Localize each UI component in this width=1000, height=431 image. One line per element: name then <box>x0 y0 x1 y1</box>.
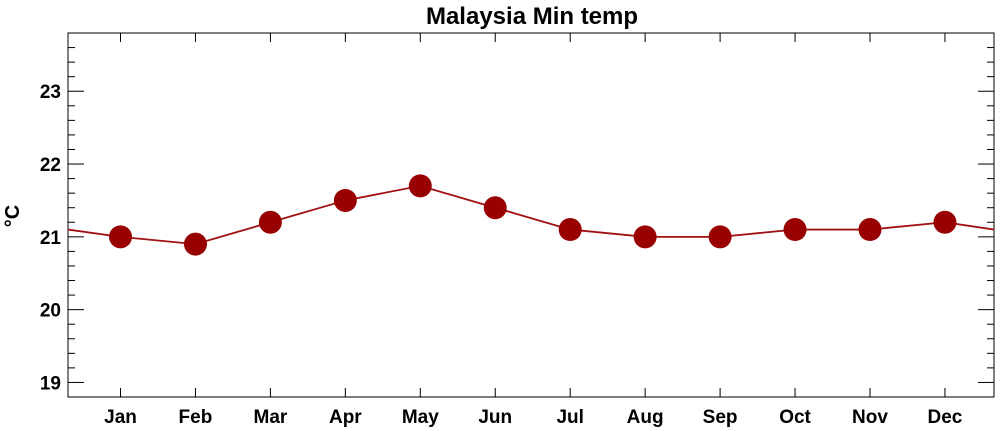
data-point-mar <box>258 210 282 234</box>
x-tick-label: Aug <box>627 407 664 428</box>
data-point-apr <box>333 188 357 212</box>
x-tick-label: Jun <box>478 407 512 428</box>
x-tick-label: May <box>402 407 439 428</box>
data-point-jan <box>109 225 132 249</box>
x-tick-label: Sep <box>703 407 738 428</box>
data-point-oct <box>783 218 807 242</box>
x-tick-label: Oct <box>779 407 811 428</box>
y-tick-label: 23 <box>40 82 61 103</box>
data-point-dec <box>933 210 957 234</box>
x-tick-label: Mar <box>254 407 288 428</box>
data-point-nov <box>858 218 882 242</box>
data-point-sep <box>708 225 732 249</box>
y-tick-label: 21 <box>40 228 62 249</box>
data-point-jul <box>558 218 582 242</box>
x-tick-label: Dec <box>928 407 963 428</box>
x-tick-label: Nov <box>852 407 888 428</box>
y-tick-label: 20 <box>40 301 61 322</box>
y-tick-label: 19 <box>40 373 61 394</box>
x-tick-label: Jul <box>556 407 583 428</box>
data-point-may <box>408 174 432 198</box>
data-point-feb <box>183 232 207 256</box>
y-tick-label: 22 <box>40 155 61 176</box>
chart-title: Malaysia Min temp <box>426 3 638 30</box>
y-axis-label: °C <box>2 205 24 227</box>
x-tick-label: Feb <box>179 407 213 428</box>
data-point-jun <box>483 196 507 220</box>
x-tick-label: Apr <box>329 407 362 428</box>
series-line <box>67 184 995 246</box>
data-point-aug <box>633 225 657 249</box>
plot-frame <box>67 32 995 398</box>
plot-area: 19 20 21 22 23 Jan Feb Mar Apr May Jun Jul Aug Sep Oct… <box>40 32 995 428</box>
x-tick-label: Jan <box>104 407 137 428</box>
